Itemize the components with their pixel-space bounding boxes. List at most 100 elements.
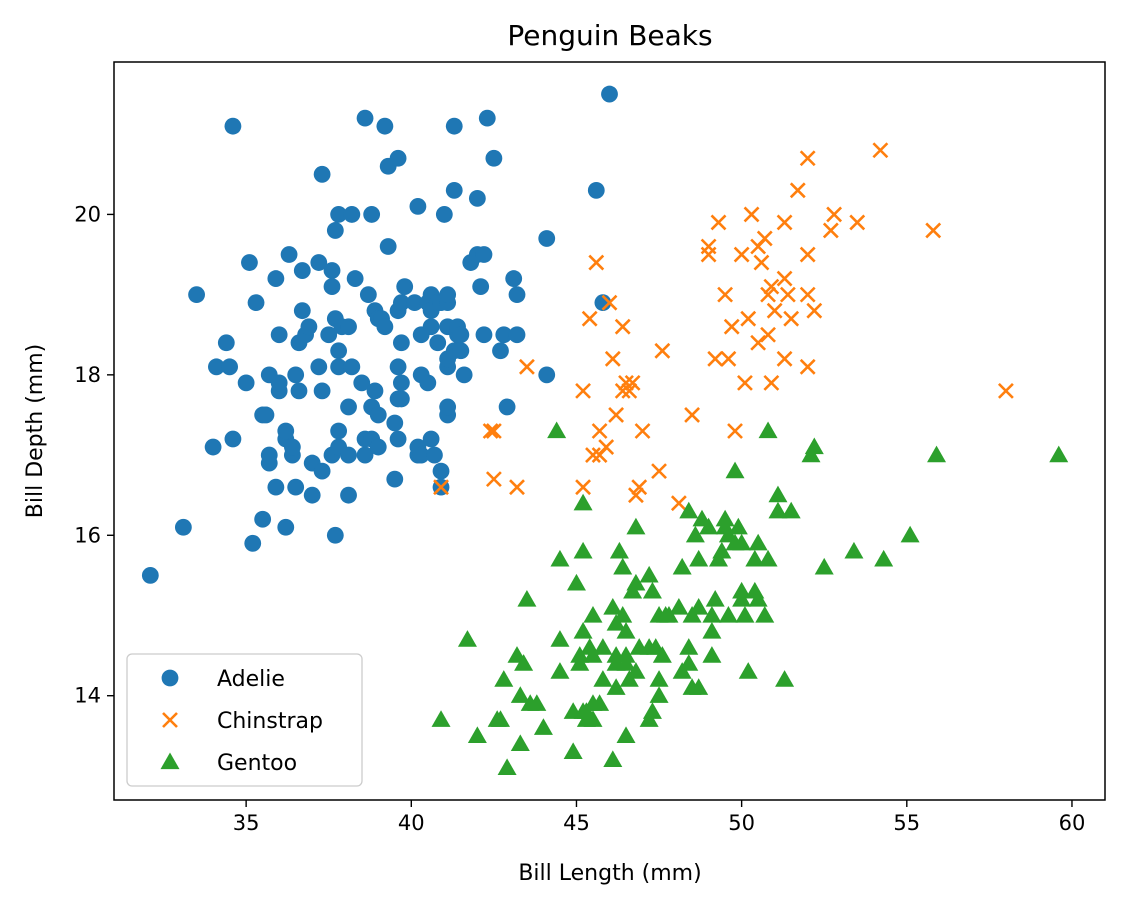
gentoo-point <box>590 694 610 711</box>
adelie-point <box>472 278 490 296</box>
adelie-point <box>412 446 430 464</box>
adelie-point <box>340 486 357 504</box>
y-tick-label: 18 <box>74 363 101 387</box>
chinstrap-point <box>575 479 591 496</box>
adelie-point <box>452 342 470 360</box>
gentoo-point <box>927 445 947 463</box>
gentoo-point <box>649 670 669 687</box>
adelie-point <box>422 430 440 448</box>
adelie-point <box>257 406 275 424</box>
gentoo-point <box>566 573 586 591</box>
adelie-point <box>376 117 394 135</box>
gentoo-point <box>745 549 765 567</box>
gentoo-point <box>804 437 824 455</box>
legend-adelie-marker <box>161 669 179 687</box>
gentoo-point <box>550 630 570 647</box>
chinstrap-point <box>624 374 641 391</box>
gentoo-point <box>533 718 553 735</box>
chinstrap-point <box>733 246 750 263</box>
adelie-point <box>386 470 404 488</box>
adelie-point <box>468 189 486 207</box>
chinstrap-point <box>618 374 634 391</box>
adelie-point <box>320 326 338 344</box>
gentoo-point <box>626 517 646 535</box>
chinstrap-point <box>776 350 793 367</box>
gentoo-point <box>732 581 752 599</box>
chinstrap-point <box>433 479 449 496</box>
adelie-point <box>409 197 427 215</box>
x-axis-label: Bill Length (mm) <box>518 861 701 886</box>
plot-frame <box>113 61 1106 801</box>
gentoo-point <box>490 710 510 727</box>
chinstrap-point <box>621 382 638 399</box>
adelie-point <box>356 109 374 127</box>
chinstrap-point <box>614 318 631 335</box>
x-tick-label: 50 <box>728 811 755 835</box>
gentoo-point <box>735 606 755 623</box>
gentoo-point <box>550 549 570 567</box>
chinstrap-point <box>700 238 717 255</box>
adelie-point <box>270 326 288 344</box>
chinstrap-point <box>717 286 734 303</box>
gentoo-point <box>725 461 745 479</box>
chinstrap-point <box>763 374 780 391</box>
chinstrap-point <box>509 479 525 496</box>
gentoo-point <box>639 565 659 583</box>
gentoo-point <box>758 549 778 567</box>
adelie-point <box>601 85 618 103</box>
adelie-point <box>287 366 305 384</box>
chinstrap-point <box>822 222 839 239</box>
gentoo-point <box>712 541 732 559</box>
gentoo-point <box>732 533 752 551</box>
adelie-point <box>283 438 301 456</box>
gentoo-point <box>497 758 517 776</box>
chinstrap-point <box>670 495 687 512</box>
gentoo-point <box>874 549 894 567</box>
chinstrap-point <box>997 382 1014 399</box>
gentoo-point <box>517 589 537 607</box>
adelie-point <box>379 238 397 255</box>
adelie-point <box>330 342 348 360</box>
gentoo-point <box>593 638 613 655</box>
adelie-point <box>455 366 473 384</box>
adelie-point <box>241 254 258 271</box>
adelie-point <box>359 286 377 304</box>
legend-chinstrap-marker <box>162 712 178 728</box>
gentoo-point <box>705 589 725 607</box>
y-axis-ticks: 14 16 18 20 <box>74 202 114 708</box>
adelie-point <box>369 406 387 424</box>
adelie-point <box>376 318 394 336</box>
gentoo-point <box>583 646 603 663</box>
adelie-point <box>287 478 305 496</box>
chinstrap-point <box>631 479 648 496</box>
chinstrap-point <box>485 423 502 439</box>
legend-adelie-label: Adelie <box>217 667 285 692</box>
gentoo-point <box>738 662 758 679</box>
gentoo-point <box>685 525 705 543</box>
adelie-point <box>439 286 457 304</box>
adelie-point <box>313 462 331 480</box>
adelie-point <box>310 358 328 376</box>
chinstrap-point <box>849 214 866 231</box>
gentoo-point <box>900 525 920 543</box>
adelie-point <box>363 206 381 223</box>
gentoo-point <box>457 630 477 647</box>
gentoo-point <box>616 646 636 663</box>
adelie-point <box>340 318 357 336</box>
chinstrap-point <box>799 246 816 263</box>
y-axis-label: Bill Depth (mm) <box>23 344 48 518</box>
x-axis-ticks: 35 40 45 50 55 60 <box>233 800 1085 835</box>
adelie-point <box>478 109 496 127</box>
gentoo-point <box>775 670 795 687</box>
x-tick-label: 40 <box>398 811 425 835</box>
legend-chinstrap-label: Chinstrap <box>217 709 323 734</box>
adelie-point <box>429 334 447 352</box>
adelie-point <box>260 446 278 464</box>
adelie-point <box>508 326 526 344</box>
adelie-point <box>392 294 410 312</box>
gentoo-point <box>642 702 662 719</box>
adelie-point <box>439 398 457 416</box>
gentoo-point <box>547 421 567 439</box>
adelie-point <box>492 342 509 360</box>
gentoo-point <box>642 581 662 599</box>
